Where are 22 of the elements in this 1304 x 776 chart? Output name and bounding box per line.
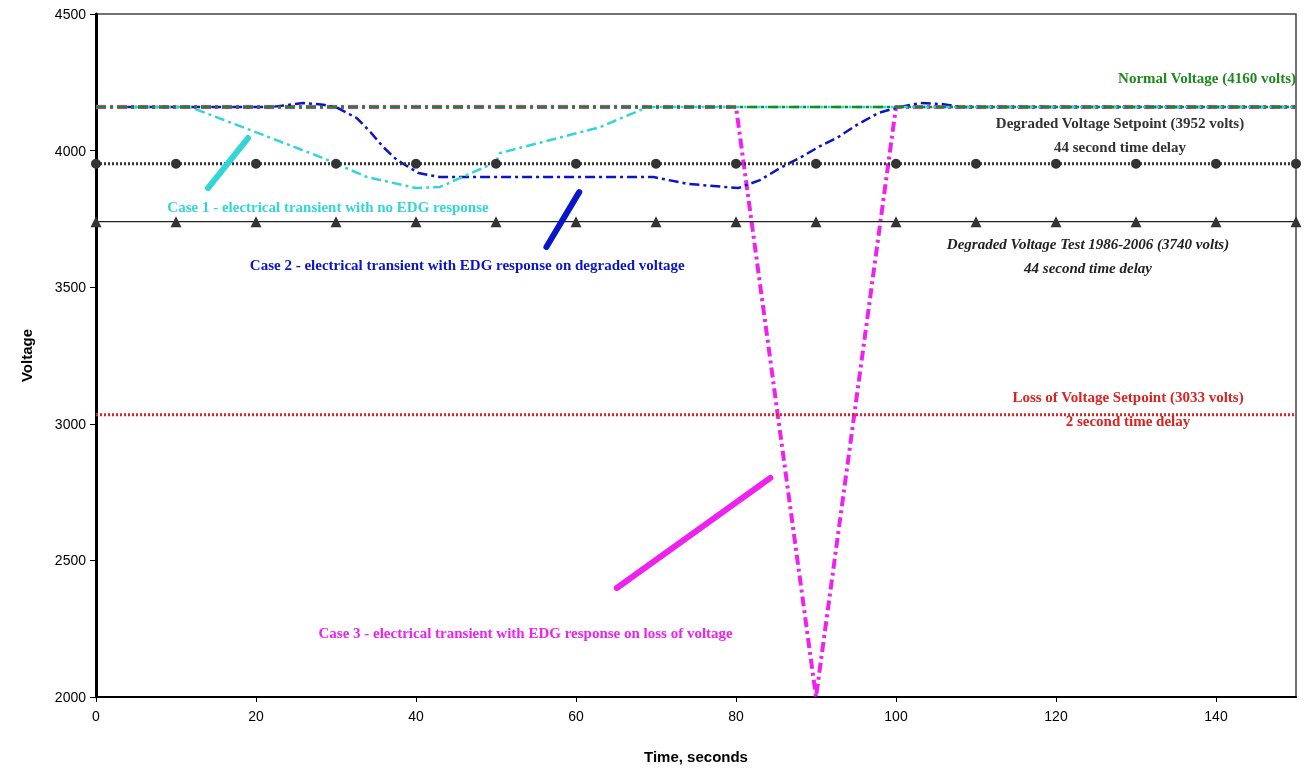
x-tick-label: 120 — [1044, 708, 1068, 724]
text: Case 2 - electrical transient with EDG response on degraded voltage — [249, 257, 685, 274]
y-axis-title: Voltage — [18, 328, 35, 383]
series-label: Degraded Voltage Setpoint (3952 volts) 44 second time delay — [995, 114, 1245, 155]
text: Case 1 - electrical transient with no EDG response — [167, 198, 490, 215]
y-tick-label: 3500 — [54, 279, 87, 296]
x-tick-label: 60 — [568, 708, 584, 724]
y-tick-label: 4000 — [54, 142, 87, 159]
x-tick-label: 40 — [408, 708, 424, 724]
text: Case 3 - electrical transient with EDG response on loss of voltage — [318, 625, 734, 642]
x-tick-label: 0 — [92, 708, 101, 724]
series-label: Loss of Voltage Setpoint (3033 volts) 2 second time delay — [1012, 388, 1244, 429]
x-tick-label: 140 — [1204, 708, 1228, 724]
x-axis-title: Time, seconds — [644, 748, 748, 765]
series-label: Degraded Voltage Test 1986-2006 (3740 volts) 44 second time delay — [945, 235, 1230, 276]
x-tick-label: 100 — [884, 708, 908, 724]
y-tick-label: 2000 — [54, 689, 87, 705]
y-tick-label: 4500 — [54, 6, 87, 22]
y-tick-label: 3000 — [54, 415, 87, 432]
y-tick-label: 2500 — [54, 552, 87, 569]
x-tick-label: 20 — [248, 708, 264, 724]
x-tick-label: 80 — [728, 708, 744, 724]
